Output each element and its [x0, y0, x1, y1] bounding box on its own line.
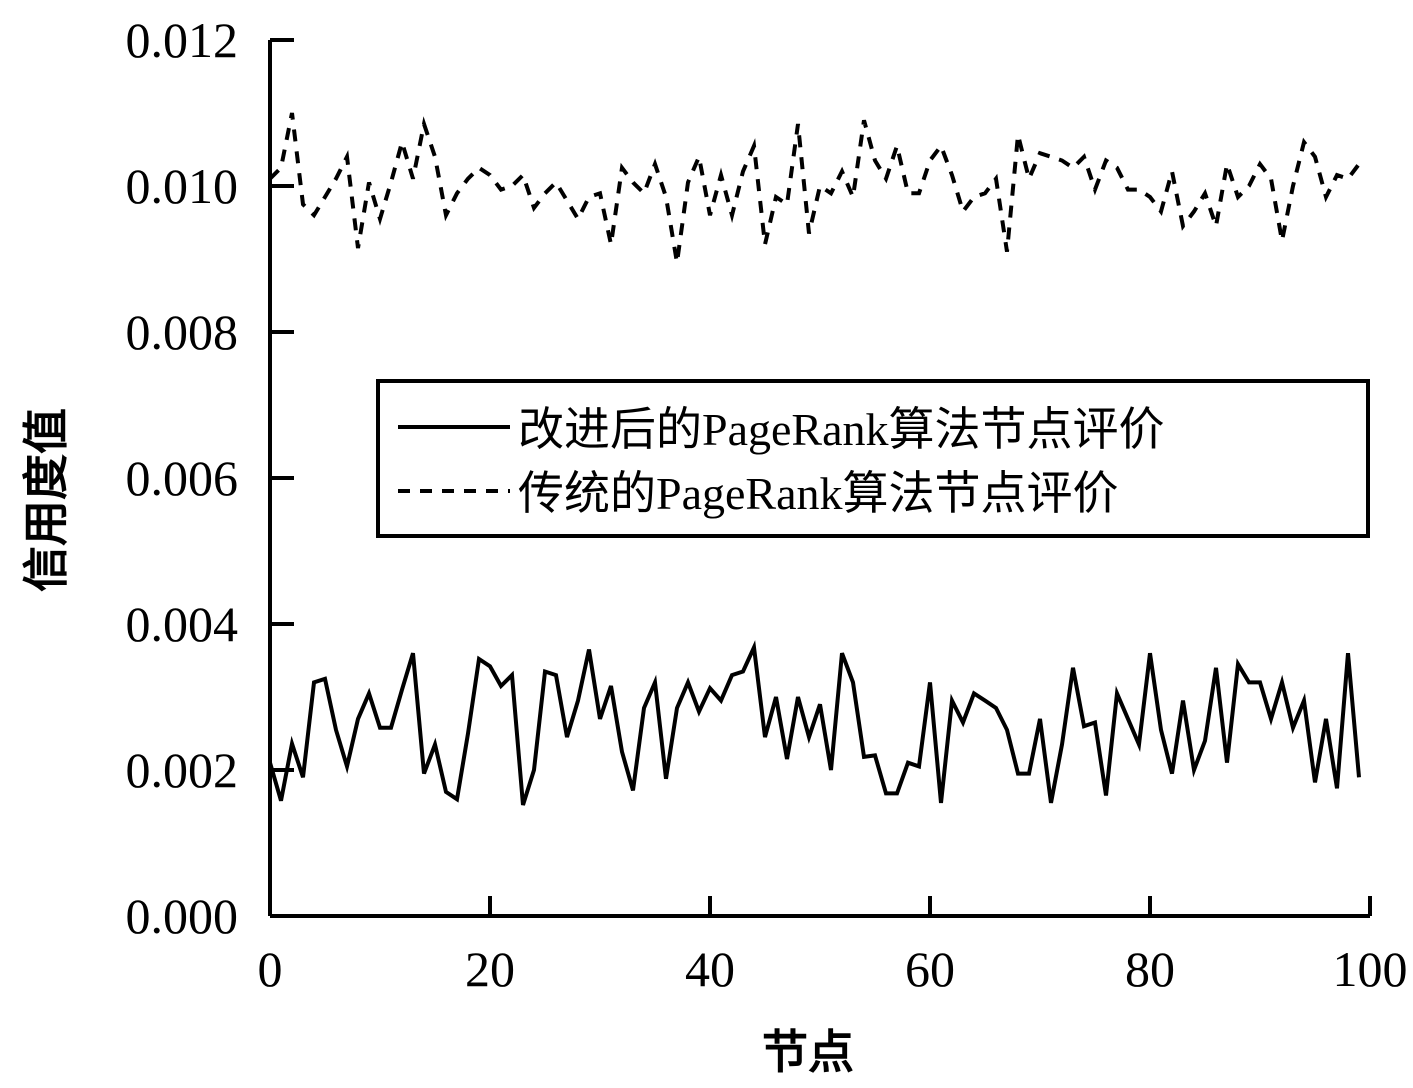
x-tick-label: 100 [1333, 941, 1408, 997]
x-tick-label: 40 [685, 941, 735, 997]
x-tick-label: 60 [905, 941, 955, 997]
series-line-traditional [268, 112, 1361, 264]
y-axis-title: 信用度值 [19, 408, 73, 592]
y-tick-label: 0.010 [126, 158, 239, 214]
x-tick-label: 0 [258, 941, 283, 997]
y-tick-label: 0.012 [126, 12, 239, 68]
y-tick-label: 0.004 [126, 596, 239, 652]
legend-box [376, 379, 1370, 538]
y-tick-label: 0.006 [126, 450, 239, 506]
series-layer [268, 112, 1361, 806]
legend: 改进后的PageRank算法节点评价 传统的PageRank算法节点评价 [376, 379, 1370, 538]
y-tick-label: 0.000 [126, 888, 239, 944]
series-line-improved [268, 640, 1361, 806]
y-tick-label: 0.002 [126, 742, 239, 798]
legend-label-traditional: 传统的PageRank算法节点评价 [518, 468, 1119, 519]
axes: 0.000 0.002 0.004 0.006 0.008 0.010 0.012 0 20 40… [126, 12, 1408, 997]
x-tick-label: 20 [465, 941, 515, 997]
legend-label-improved: 改进后的PageRank算法节点评价 [518, 404, 1165, 455]
y-tick-label: 0.008 [126, 304, 239, 360]
x-tick-label: 80 [1125, 941, 1175, 997]
x-axis-title: 节点 [762, 1025, 854, 1079]
